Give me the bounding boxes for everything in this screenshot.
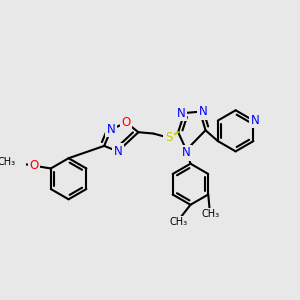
Text: O: O: [122, 116, 131, 129]
Text: CH₃: CH₃: [202, 209, 220, 220]
Text: N: N: [250, 114, 259, 127]
Text: S: S: [165, 131, 172, 144]
Text: N: N: [182, 146, 191, 159]
Text: N: N: [177, 106, 186, 119]
Text: CH₃: CH₃: [0, 158, 16, 167]
Text: N: N: [113, 145, 122, 158]
Text: O: O: [30, 159, 39, 172]
Text: N: N: [198, 105, 207, 118]
Text: CH₃: CH₃: [169, 217, 188, 227]
Text: N: N: [107, 123, 116, 136]
